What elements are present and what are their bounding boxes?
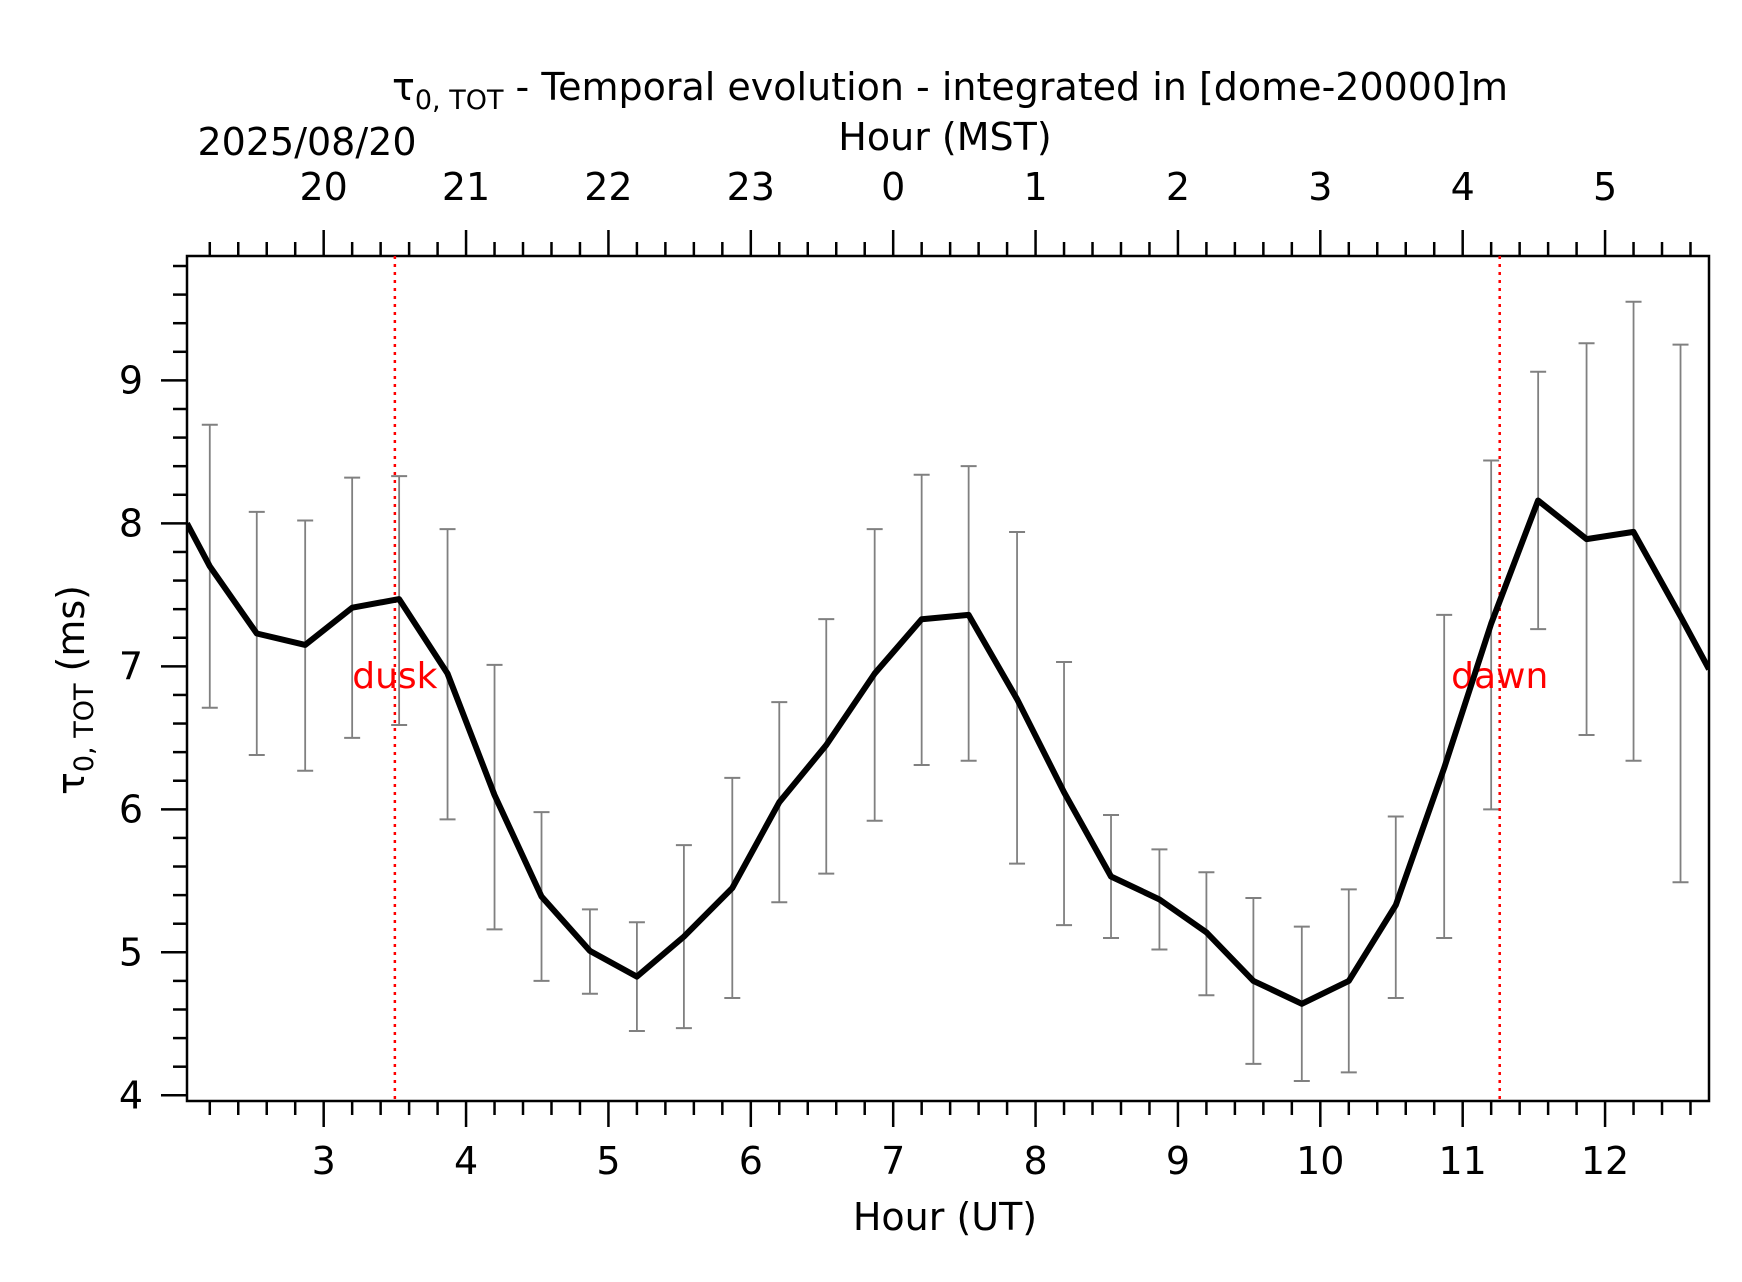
top-tick-label: 2 <box>1166 165 1190 209</box>
top-axis-label: Hour (MST) <box>838 115 1051 159</box>
top-tick-label: 22 <box>584 165 632 209</box>
x-tick-label: 7 <box>881 1139 905 1183</box>
top-tick-label: 21 <box>442 165 490 209</box>
ylabel-subscript: 0, TOT <box>69 683 100 772</box>
x-tick-label: 3 <box>312 1139 336 1183</box>
x-tick-label: 9 <box>1166 1139 1190 1183</box>
title-subscript: 0, TOT <box>415 85 504 116</box>
y-tick-label: 9 <box>119 358 143 402</box>
ylabel-symbol: τ <box>49 772 93 795</box>
top-tick-label: 23 <box>727 165 775 209</box>
y-tick-label: 4 <box>119 1073 143 1117</box>
date-label: 2025/08/20 <box>197 120 416 164</box>
event-label-dusk: dusk <box>352 656 437 697</box>
top-tick-label: 1 <box>1023 165 1047 209</box>
y-axis-label: τ0, TOT (ms) <box>49 585 100 795</box>
top-tick-label: 20 <box>300 165 348 209</box>
event-label-dawn: dawn <box>1451 656 1548 697</box>
top-tick-label: 0 <box>881 165 905 209</box>
top-tick-label: 3 <box>1308 165 1332 209</box>
x-tick-label: 5 <box>596 1139 620 1183</box>
y-tick-label: 7 <box>119 644 143 688</box>
y-tick-label: 8 <box>119 501 143 545</box>
ylabel-rest: (ms) <box>49 585 93 684</box>
title-symbol: τ <box>392 65 415 109</box>
x-tick-label: 12 <box>1581 1139 1629 1183</box>
series-line-0 <box>187 497 1709 1007</box>
x-tick-label: 11 <box>1439 1139 1487 1183</box>
top-tick-label: 5 <box>1593 165 1617 209</box>
x-tick-label: 10 <box>1296 1139 1344 1183</box>
title-rest: - Temporal evolution - integrated in [do… <box>503 65 1508 109</box>
x-tick-label: 6 <box>739 1139 763 1183</box>
top-tick-label: 4 <box>1451 165 1475 209</box>
x-axis-label: Hour (UT) <box>853 1195 1037 1239</box>
x-tick-label: 8 <box>1023 1139 1047 1183</box>
y-tick-label: 5 <box>119 930 143 974</box>
y-tick-label: 6 <box>119 787 143 831</box>
plot-frame <box>185 254 1711 1103</box>
chart-title: τ0, TOT - Temporal evolution - integrate… <box>392 65 1508 116</box>
x-tick-label: 4 <box>454 1139 478 1183</box>
